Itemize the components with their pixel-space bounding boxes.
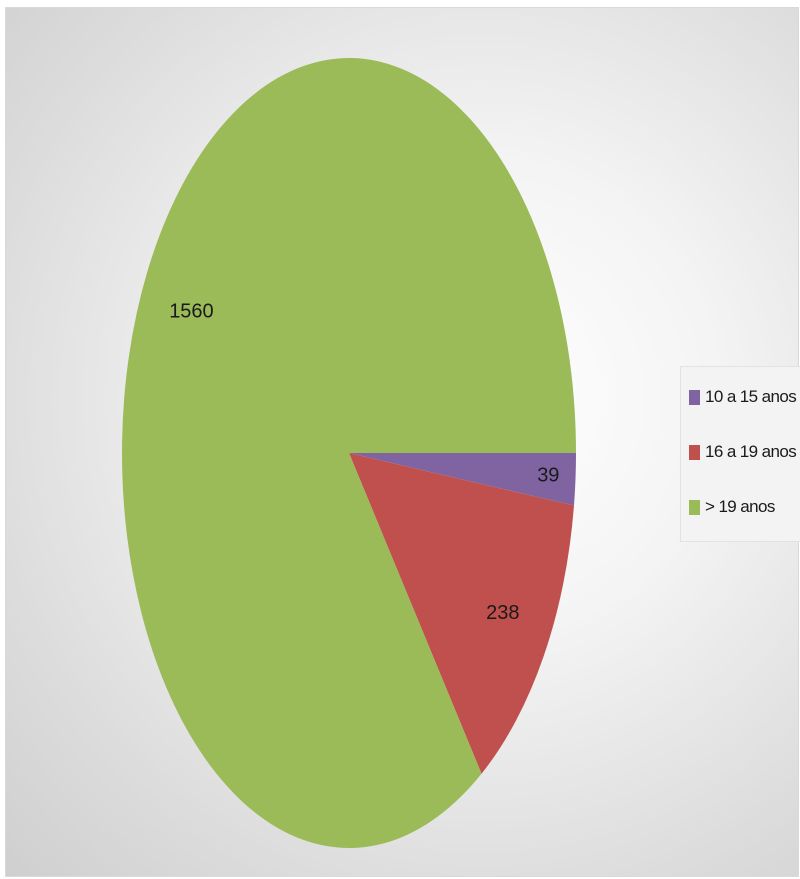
legend-swatch-over-19 <box>689 499 700 515</box>
data-label-16-19: 238 <box>486 602 519 624</box>
legend-swatch-10-15 <box>689 389 700 405</box>
legend-item-16-19: 16 a 19 anos <box>681 438 800 466</box>
data-label-10-15: 39 <box>537 464 559 486</box>
legend: 10 a 15 anos 16 a 19 anos > 19 anos <box>680 366 800 542</box>
pie-slice-16-19 <box>349 453 574 774</box>
legend-item-over-19: > 19 anos <box>681 493 800 521</box>
legend-label-16-19: 16 a 19 anos <box>705 442 797 461</box>
legend-label-10-15: 10 a 15 anos <box>705 387 797 406</box>
pie-chart: 39 238 1560 <box>121 58 577 848</box>
legend-swatch-16-19 <box>689 444 700 460</box>
chart-area: 39 238 1560 10 a 15 anos 16 a 19 anos > 19… <box>6 8 800 876</box>
data-label-over-19: 1560 <box>169 301 214 323</box>
legend-label-over-19: > 19 anos <box>705 497 775 516</box>
pie-slice-over-19 <box>121 58 577 848</box>
legend-item-10-15: 10 a 15 anos <box>681 383 800 411</box>
pie-slice-10-15 <box>349 453 576 506</box>
